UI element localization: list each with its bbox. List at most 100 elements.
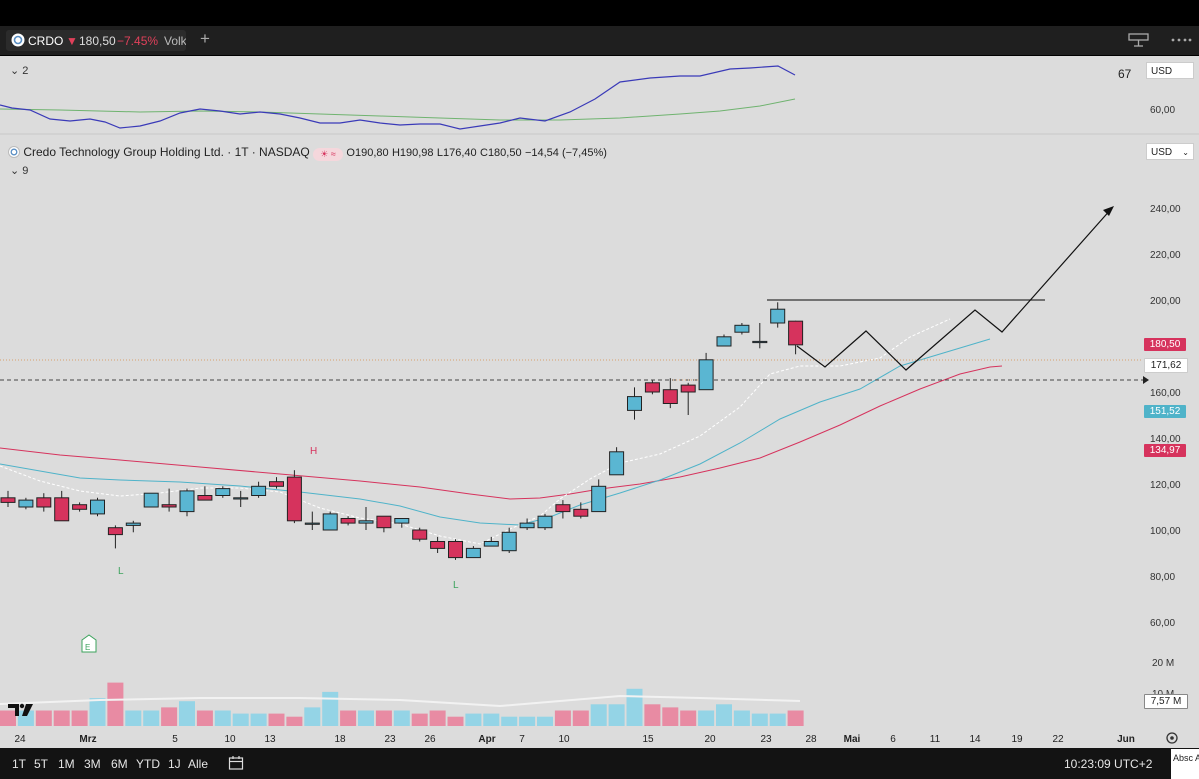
candle[interactable] bbox=[627, 387, 642, 420]
time-axis-label: Jun bbox=[1117, 734, 1135, 745]
candle[interactable] bbox=[734, 323, 750, 335]
candle[interactable] bbox=[72, 502, 88, 512]
symbol-tab[interactable]: CRDO ▼ 180,50 −7.45% Volke bbox=[6, 30, 186, 51]
candle[interactable] bbox=[644, 380, 660, 395]
candle[interactable] bbox=[143, 492, 159, 508]
volume-bar bbox=[250, 713, 267, 726]
forecast-path-line[interactable] bbox=[796, 207, 1113, 371]
candle[interactable] bbox=[179, 488, 195, 517]
candle[interactable] bbox=[698, 352, 714, 391]
candle[interactable] bbox=[501, 527, 517, 553]
symbol-title[interactable]: Credo Technology Group Holding Ltd. · 1T… bbox=[23, 145, 310, 159]
candle[interactable] bbox=[680, 382, 696, 415]
ema-slow-tag: 134,97 bbox=[1144, 444, 1186, 457]
candle[interactable] bbox=[412, 527, 428, 542]
market-status-badge[interactable]: ☀ ≈ bbox=[313, 148, 344, 161]
corner-panel[interactable]: Absc Ab 2 bbox=[1171, 749, 1199, 779]
layout-icon[interactable] bbox=[1128, 32, 1150, 48]
candle-body-down bbox=[376, 515, 392, 529]
volume-bar bbox=[429, 710, 446, 726]
volume-bar bbox=[393, 710, 410, 726]
candle-body-down bbox=[197, 495, 213, 501]
candle[interactable] bbox=[591, 479, 607, 513]
range-button-alle[interactable]: Alle bbox=[188, 757, 209, 771]
range-button-3m[interactable]: 3M bbox=[84, 757, 101, 771]
candle[interactable] bbox=[215, 486, 231, 498]
candle[interactable] bbox=[716, 334, 732, 347]
price-axis-label: 100,00 bbox=[1150, 526, 1181, 537]
price-axis-label: 220,00 bbox=[1150, 250, 1181, 261]
chart-svg[interactable]: 60,00 67 240,00220,00200,00160,00140,001… bbox=[0, 56, 1199, 748]
candle[interactable] bbox=[752, 323, 768, 349]
calendar-icon[interactable] bbox=[228, 755, 244, 771]
time-axis-label: 10 bbox=[224, 734, 236, 745]
time-axis-label: 20 bbox=[704, 734, 716, 745]
candle[interactable] bbox=[465, 546, 481, 559]
candle-body-up bbox=[358, 520, 374, 524]
chart-canvas[interactable]: 60,00 67 240,00 220,00 200,00 160,00 140,00 1… bbox=[0, 56, 1199, 748]
candle[interactable] bbox=[161, 488, 177, 512]
candle[interactable] bbox=[555, 500, 571, 519]
candle[interactable] bbox=[376, 515, 392, 533]
candle[interactable] bbox=[609, 447, 625, 476]
candle-body-down bbox=[0, 497, 16, 503]
candle[interactable] bbox=[54, 490, 70, 522]
time-axis-label: 19 bbox=[1011, 734, 1023, 745]
range-button-5t[interactable]: 5T bbox=[34, 757, 49, 771]
candle[interactable] bbox=[340, 516, 356, 526]
candle-body-up bbox=[609, 451, 625, 476]
earnings-icon[interactable]: E bbox=[81, 634, 97, 653]
candle[interactable] bbox=[251, 481, 267, 498]
range-button-6m[interactable]: 6M bbox=[111, 757, 128, 771]
candle[interactable] bbox=[18, 497, 34, 510]
volume-bar bbox=[143, 710, 160, 726]
range-button-1t[interactable]: 1T bbox=[12, 757, 27, 771]
candle-body-up bbox=[143, 492, 159, 508]
candle[interactable] bbox=[448, 539, 463, 560]
candle[interactable] bbox=[519, 518, 535, 531]
candle[interactable] bbox=[233, 490, 249, 507]
candle[interactable] bbox=[788, 320, 804, 355]
range-button-1m[interactable]: 1M bbox=[58, 757, 75, 771]
candle[interactable] bbox=[537, 513, 553, 530]
currency-select[interactable]: USD ⌄ bbox=[1146, 143, 1194, 160]
settings-gear-icon[interactable] bbox=[1166, 732, 1178, 744]
more-options-icon[interactable] bbox=[1169, 32, 1193, 48]
candle[interactable] bbox=[304, 511, 320, 530]
candle[interactable] bbox=[197, 486, 213, 501]
time-axis-label: 13 bbox=[264, 734, 276, 745]
candle[interactable] bbox=[322, 511, 338, 531]
range-button-ytd[interactable]: YTD bbox=[136, 757, 160, 771]
candle[interactable] bbox=[394, 518, 410, 528]
rsi-collapse-toggle[interactable]: ⌄ 2 bbox=[10, 64, 28, 77]
range-button-1j[interactable]: 1J bbox=[168, 757, 181, 771]
candle[interactable] bbox=[36, 493, 52, 512]
candle-body-up bbox=[90, 499, 105, 515]
candle[interactable] bbox=[0, 490, 16, 507]
rsi-currency-select[interactable]: USD bbox=[1146, 62, 1194, 79]
volume-bar bbox=[769, 713, 786, 726]
candle[interactable] bbox=[483, 536, 499, 547]
candle[interactable] bbox=[430, 536, 446, 553]
candle[interactable] bbox=[269, 477, 284, 489]
candle[interactable] bbox=[770, 302, 786, 328]
candles bbox=[0, 302, 804, 560]
add-tab-button[interactable]: + bbox=[200, 29, 210, 48]
candle[interactable] bbox=[107, 525, 123, 549]
candle[interactable] bbox=[125, 520, 141, 533]
candle[interactable] bbox=[662, 378, 678, 409]
price-axis-label: 120,00 bbox=[1150, 480, 1181, 491]
candle-body-up bbox=[394, 518, 410, 524]
rsi-collapse-count: 2 bbox=[22, 65, 29, 77]
volume-ma-line bbox=[0, 694, 801, 708]
ema-mid-line bbox=[0, 338, 991, 526]
legend-row: Credo Technology Group Holding Ltd. · 1T… bbox=[8, 145, 607, 161]
candle[interactable] bbox=[286, 470, 302, 524]
candle[interactable] bbox=[573, 502, 589, 519]
candle[interactable] bbox=[358, 507, 374, 530]
candle[interactable] bbox=[90, 497, 105, 517]
candle-body-down bbox=[269, 481, 284, 487]
indicator-collapse-toggle[interactable]: ⌄ 9 bbox=[10, 164, 28, 177]
time-axis: 24 Mrz 5 10 13 18 23 26 Apr 7 10 15 20 23 28 Mai 6 11 14 19… bbox=[14, 732, 1178, 745]
volume-bar bbox=[53, 710, 70, 726]
